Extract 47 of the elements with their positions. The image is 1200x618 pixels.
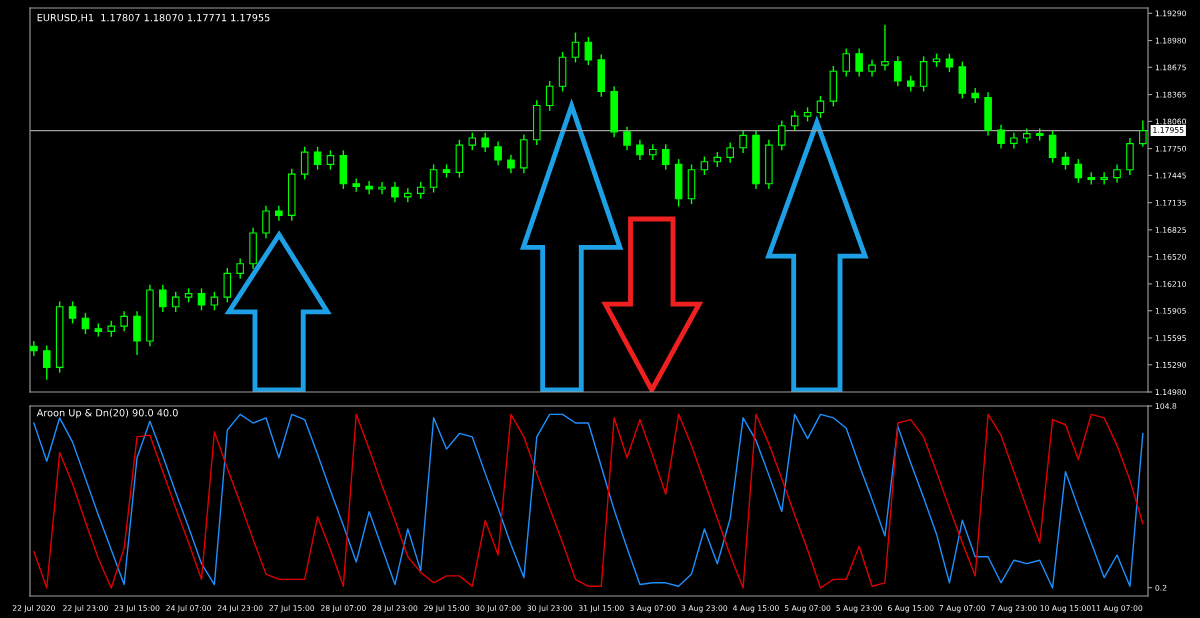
candlestick [855,47,863,78]
candlestick [313,146,322,171]
candlestick [68,300,77,325]
candlestick [636,139,644,161]
candlestick [210,291,219,311]
candlestick [494,140,502,166]
candlestick [159,284,167,313]
candlestick [171,291,180,313]
candlestick [42,344,51,381]
candlestick [778,119,786,152]
candlestick [700,155,709,176]
candlestick [481,132,489,153]
chart-title: Aroon Up & Dn(20) 90.0 40.0 [36,408,178,419]
candlestick [391,181,399,203]
candlestick [881,24,889,72]
candlestick [223,267,232,304]
candlestick [894,55,902,87]
candlestick [1074,158,1083,184]
candlestick [842,47,851,78]
candlestick [997,124,1005,150]
candlestick [545,80,554,112]
candlestick [739,129,747,154]
candlestick [726,141,734,164]
candlestick [623,125,631,152]
candlestick [197,287,206,311]
candlestick [507,154,515,174]
candlestick [236,257,244,280]
candlestick [661,143,670,171]
candlestick [1048,129,1057,164]
candlestick [300,146,309,181]
candlestick [30,340,38,357]
candlestick [945,52,954,73]
candlestick [262,205,270,239]
candlestick [816,95,825,119]
candlestick [571,31,580,64]
candlestick [326,149,335,171]
candlestick [649,143,657,161]
candlestick [1100,171,1108,186]
candlestick [1113,163,1121,184]
candlestick [404,187,412,203]
candlestick [429,163,438,194]
candlestick [365,180,373,195]
candlestick [120,310,128,333]
candlestick [378,181,386,195]
text: EURUSD,H1 1.17807 1.18070 1.17771 1.17955 [37,13,270,23]
candlestick [584,36,593,66]
candlestick [790,110,799,132]
